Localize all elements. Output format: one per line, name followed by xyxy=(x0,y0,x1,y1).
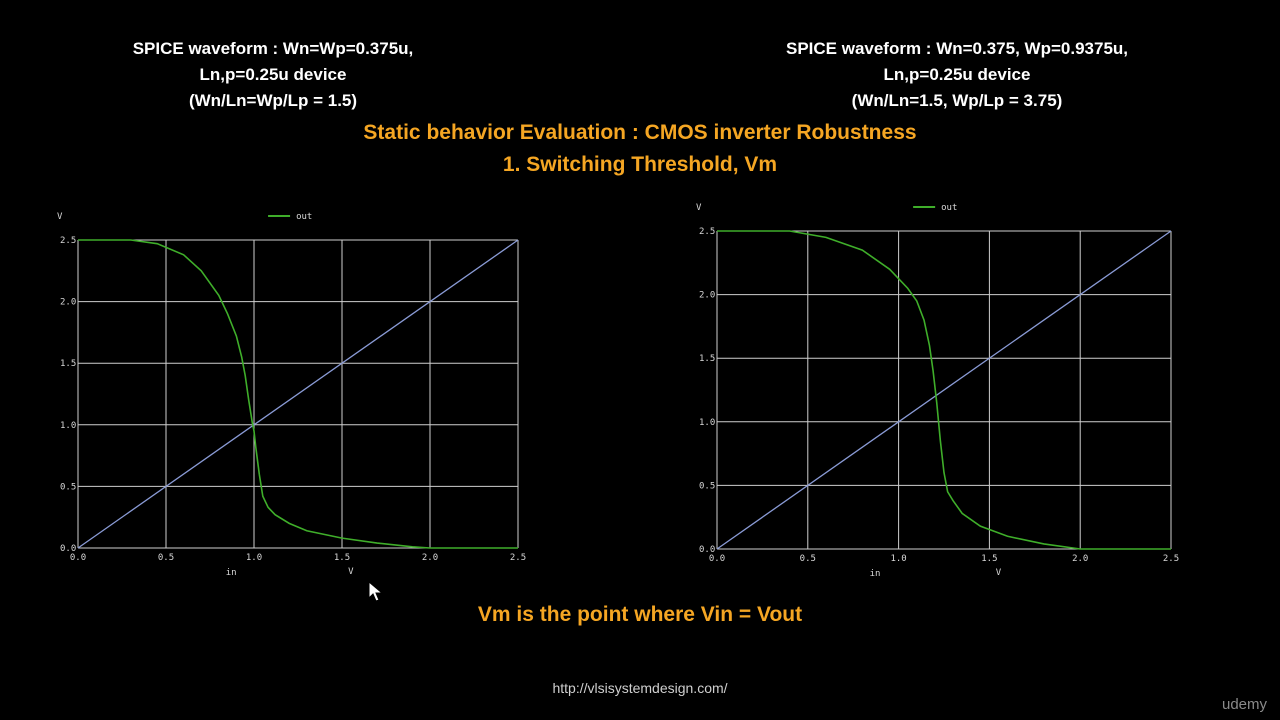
vout-trace-out xyxy=(717,230,1171,550)
y-tick-label: 2.0 xyxy=(699,291,715,301)
x-tick-label: 2.0 xyxy=(1072,554,1088,564)
y-tick-label: 2.5 xyxy=(699,227,715,237)
y-tick-label: 1.5 xyxy=(699,354,715,364)
legend-label-out: out xyxy=(296,212,312,222)
left-caption-line2: Ln,p=0.25u device xyxy=(199,65,347,84)
website-url: http://vlsisystemdesign.com/ xyxy=(552,680,728,696)
x-tick-label: 2.0 xyxy=(422,553,438,563)
left-caption-line1: SPICE waveform : Wn=Wp=0.375u, xyxy=(132,39,414,58)
vin-equals-vout-line xyxy=(716,230,1172,550)
slide-title: Static behavior Evaluation : CMOS invert… xyxy=(363,121,917,144)
x-tick-label: 0.0 xyxy=(70,553,86,563)
x-tick-label: 0.5 xyxy=(158,553,174,563)
y-unit-label: V xyxy=(57,212,63,222)
y-tick-label: 1.5 xyxy=(60,359,76,369)
left-plot-caption: SPICE waveform : Wn=Wp=0.375u, Ln,p=0.25… xyxy=(63,36,483,114)
y-tick-label: 2.0 xyxy=(60,298,76,308)
x-tick-label: 1.0 xyxy=(246,553,262,563)
x-unit-label: V xyxy=(996,568,1002,578)
vin-equals-vout-line xyxy=(77,239,519,549)
left-vtc-chart: 0.0 0.5 1.0 1.5 2.0 2.5 0.0 0.5 1.0 1.5 2.0 2.5 Vin V… xyxy=(57,212,526,578)
vm-definition-note: Vm is the point where Vin = Vout xyxy=(477,603,803,626)
x-tick-label: 0.5 xyxy=(800,554,816,564)
right-caption-line3: (Wn/Ln=1.5, Wp/Lp = 3.75) xyxy=(851,91,1063,110)
right-caption-line2: Ln,p=0.25u device xyxy=(883,65,1031,84)
x-axis-label: in xyxy=(226,568,237,578)
slide-subtitle: 1. Switching Threshold, Vm xyxy=(502,153,778,176)
y-unit-label: V xyxy=(696,203,702,213)
y-tick-label: 0.0 xyxy=(60,544,76,554)
x-tick-label: 1.5 xyxy=(981,554,997,564)
x-unit-label: V xyxy=(348,567,354,577)
x-tick-label: 2.5 xyxy=(1163,554,1179,564)
x-tick-label: 2.5 xyxy=(510,553,526,563)
x-axis-label: in xyxy=(870,569,881,579)
x-tick-label: 0.0 xyxy=(709,554,725,564)
right-plot-caption: SPICE waveform : Wn=0.375, Wp=0.9375u, L… xyxy=(747,36,1167,114)
legend-label-out: out xyxy=(941,203,957,213)
right-vtc-chart: 0.0 0.5 1.0 1.5 2.0 2.5 0.0 0.5 1.0 1.5 2.0 2.5 Vin V… xyxy=(696,203,1179,579)
y-tick-label: 0.5 xyxy=(60,482,76,492)
vout-trace-out xyxy=(78,239,518,549)
y-tick-label: 0.5 xyxy=(699,481,715,491)
x-tick-label: 1.5 xyxy=(334,553,350,563)
y-tick-label: 2.5 xyxy=(60,236,76,246)
udemy-watermark: udemy xyxy=(1222,696,1268,713)
y-tick-label: 1.0 xyxy=(60,421,76,431)
left-caption-line3: (Wn/Ln=Wp/Lp = 1.5) xyxy=(188,91,358,110)
x-tick-label: 1.0 xyxy=(890,554,906,564)
y-tick-label: 0.0 xyxy=(699,545,715,555)
mouse-cursor-icon xyxy=(368,581,384,602)
y-tick-label: 1.0 xyxy=(699,418,715,428)
right-caption-line1: SPICE waveform : Wn=0.375, Wp=0.9375u, xyxy=(785,39,1129,58)
